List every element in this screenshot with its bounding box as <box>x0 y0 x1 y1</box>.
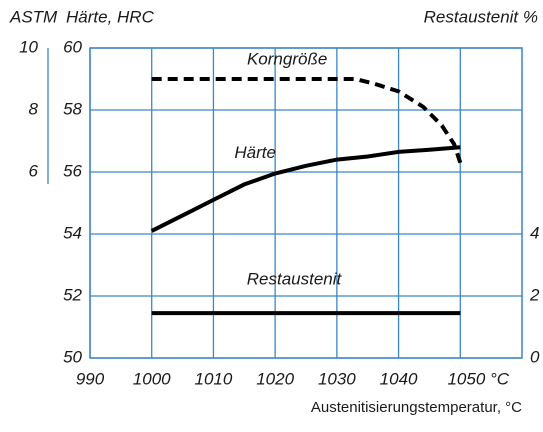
plot-border <box>89 47 523 359</box>
series-label: Restaustenit <box>247 270 343 289</box>
y-tick-label: 52 <box>63 285 82 304</box>
y-tick-label: 60 <box>63 37 82 56</box>
y2-tick-label: 2 <box>529 285 540 304</box>
y-tick-label: 54 <box>63 223 82 242</box>
x-tick-label: 1050 °C <box>447 369 509 388</box>
series-line <box>150 145 461 233</box>
y-tick-label: 58 <box>63 99 82 118</box>
x-axis-label: Austenitisierungstemperatur, °C <box>311 399 522 416</box>
series-line <box>151 77 463 164</box>
y3-tick-label: 6 <box>29 161 39 180</box>
y3-tick-label: 8 <box>29 99 39 118</box>
x-tick-label: 1020 <box>256 369 294 388</box>
x-tick-label: 990 <box>76 369 105 388</box>
x-tick-label: 1010 <box>195 369 233 388</box>
y-tick-label: 50 <box>63 347 82 366</box>
y2-tick-label: 0 <box>530 347 540 366</box>
series-label: Korngröße <box>247 49 327 68</box>
x-tick-label: 1040 <box>380 369 418 388</box>
y3-axis-label: ASTM <box>9 7 58 26</box>
y-tick-label: 56 <box>63 161 82 180</box>
x-tick-label: 1030 <box>318 369 356 388</box>
y2-axis-label: Restaustenit % <box>424 7 538 26</box>
x-tick-label: 1000 <box>133 369 171 388</box>
y3-tick-label: 10 <box>19 37 38 56</box>
series-label: Härte <box>234 143 276 162</box>
y2-tick-label: 4 <box>530 223 539 242</box>
y-axis-label: Härte, HRC <box>66 7 155 26</box>
